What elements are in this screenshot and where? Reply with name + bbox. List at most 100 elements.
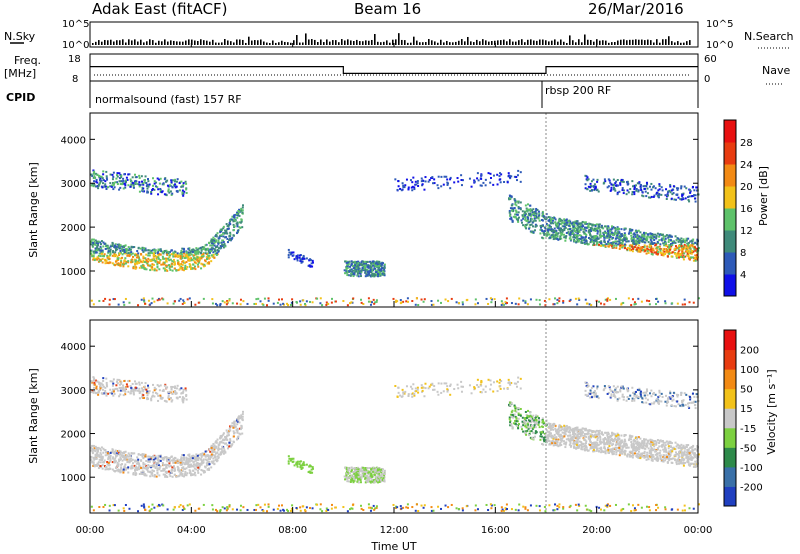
velocity-point (98, 383, 101, 386)
velocity-point (92, 444, 95, 447)
power-point (370, 268, 373, 271)
velocity-point (156, 392, 159, 395)
power-point (600, 244, 603, 247)
power-point (688, 257, 691, 260)
power-point (614, 242, 617, 245)
power-point (148, 259, 151, 262)
nsearch-label: N.Search (744, 30, 794, 43)
velocity-point (158, 474, 161, 477)
velocity-point (204, 454, 207, 457)
power-point (171, 262, 174, 265)
velocity-point (161, 462, 164, 465)
velocity-point (163, 467, 166, 470)
power-point (308, 259, 311, 262)
power-point (453, 181, 456, 184)
velocity-point (92, 464, 95, 467)
power-point (98, 252, 101, 255)
power-point (694, 249, 697, 252)
power-point (122, 249, 125, 252)
velocity-point (183, 397, 186, 400)
power-point (197, 247, 200, 250)
velocity-point (194, 474, 197, 477)
nsky-bar (410, 42, 412, 45)
power-point (529, 210, 532, 213)
power-point (650, 233, 653, 236)
power-point (101, 252, 104, 255)
velocity-point (173, 387, 176, 390)
power-point (295, 300, 298, 303)
power-point (182, 255, 185, 258)
velocity-point (165, 466, 168, 469)
power-point (589, 185, 592, 188)
velocity-point (158, 389, 161, 392)
colorbar-segment (724, 208, 736, 231)
power-point (519, 208, 522, 211)
velocity-point (225, 442, 228, 445)
power-point (653, 242, 656, 245)
power-point (309, 258, 312, 261)
power-point (167, 264, 170, 267)
power-point (291, 251, 294, 254)
power-point (129, 185, 132, 188)
power-point (91, 244, 94, 247)
power-point (615, 180, 618, 183)
velocity-point (231, 422, 234, 425)
power-point (202, 297, 205, 300)
velocity-point (212, 449, 215, 452)
power-point (668, 245, 671, 248)
power-point (299, 259, 302, 262)
power-point (174, 183, 177, 186)
velocity-point (228, 430, 231, 433)
power-point (640, 237, 643, 240)
power-point (137, 247, 140, 250)
power-point (228, 221, 231, 224)
power-point (437, 299, 440, 302)
power-point (551, 233, 554, 236)
power-point (479, 184, 482, 187)
velocity-point (220, 448, 223, 451)
power-point (133, 173, 136, 176)
velocity-point (93, 386, 96, 389)
velocity-point (182, 466, 185, 469)
power-point (159, 249, 162, 252)
power-point (345, 261, 348, 264)
power-point (592, 178, 595, 181)
power-point (572, 236, 575, 239)
velocity-point (200, 456, 203, 459)
power-point (633, 303, 636, 306)
power-point (363, 268, 366, 271)
velocity-point (122, 469, 125, 472)
power-point (132, 185, 135, 188)
velocity-point (236, 431, 239, 434)
power-point (652, 195, 655, 198)
power-point (241, 211, 244, 214)
power-point (638, 235, 641, 238)
velocity-point (124, 393, 127, 396)
power-point (187, 256, 190, 259)
power-point (209, 248, 212, 251)
velocity-point (152, 458, 155, 461)
velocity-point (217, 446, 220, 449)
power-point (655, 251, 658, 254)
nsky-bar (536, 40, 538, 45)
power-point (182, 259, 185, 262)
power-point (573, 229, 576, 232)
power-point (267, 297, 270, 300)
power-point (171, 186, 174, 189)
power-point (504, 301, 507, 304)
power-point (534, 219, 537, 222)
power-point (134, 267, 137, 270)
nsky-bar (440, 39, 442, 45)
velocity-point (182, 388, 185, 391)
velocity-point (125, 467, 128, 470)
power-point (96, 248, 99, 251)
power-point (678, 244, 681, 247)
velocity-point (177, 461, 180, 464)
velocity-point (151, 474, 154, 477)
velocity-point (113, 392, 116, 395)
power-point (357, 260, 360, 263)
power-point (663, 241, 666, 244)
colorbar-segment (724, 230, 736, 253)
power-point (616, 230, 619, 233)
power-point (528, 213, 531, 216)
